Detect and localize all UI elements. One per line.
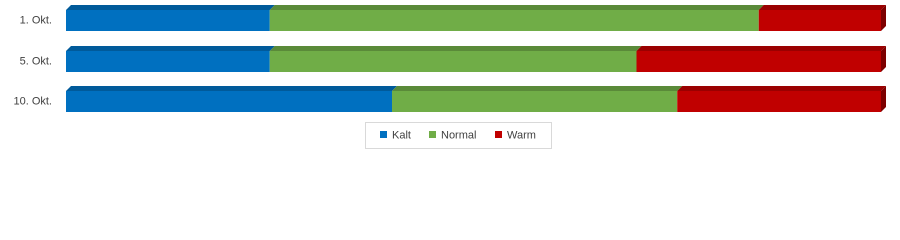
y-tick-label: 1. Okt. — [20, 14, 52, 26]
bar — [66, 10, 270, 31]
bar — [677, 91, 881, 112]
bar — [269, 51, 637, 72]
bar-top — [758, 5, 886, 10]
bar-side — [881, 5, 886, 31]
legend-label: Warm — [507, 129, 536, 141]
bar — [636, 51, 881, 72]
bar-top — [677, 86, 886, 91]
bar — [66, 91, 392, 112]
legend-box — [365, 122, 552, 149]
bar-top — [269, 5, 764, 10]
bar — [269, 10, 759, 31]
bar — [758, 10, 881, 31]
legend-label: Normal — [441, 129, 476, 141]
legend-swatch — [429, 131, 436, 138]
bar-top — [269, 46, 642, 51]
bar-top — [66, 46, 275, 51]
bar-top — [392, 86, 683, 91]
legend-swatch — [495, 131, 502, 138]
legend-label: Kalt — [392, 129, 411, 141]
y-tick-label: 5. Okt. — [20, 55, 52, 67]
bar-top — [636, 46, 886, 51]
bar-top — [66, 86, 397, 91]
chart: 1. Okt. 5. Okt. 10. Okt. Kalt Normal Warm — [13, 5, 886, 149]
bar-top — [66, 5, 275, 10]
legend-swatch — [380, 131, 387, 138]
bar-side — [881, 46, 886, 72]
bar — [392, 91, 678, 112]
bar-side — [881, 86, 886, 112]
bar — [66, 51, 270, 72]
legend: Kalt Normal Warm — [365, 122, 552, 149]
y-tick-label: 10. Okt. — [13, 95, 52, 107]
page: {"chart_data": {"type": "stacked-bar-100… — [13, 5, 886, 149]
